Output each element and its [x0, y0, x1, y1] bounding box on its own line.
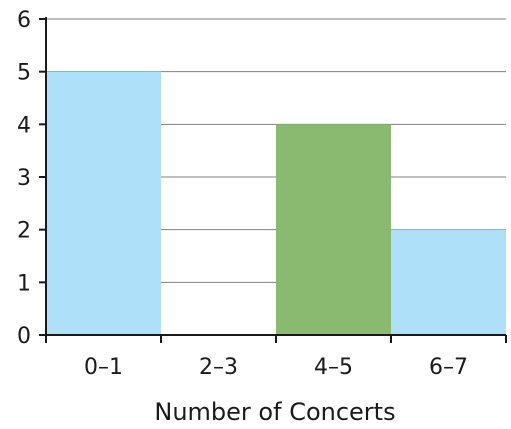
y-tick-label-5: 5: [17, 61, 31, 86]
y-tick-label-1: 1: [17, 271, 31, 296]
bar-4–5: [276, 124, 391, 335]
x-tick-label-2–3: 2–3: [199, 355, 238, 380]
label-layer: 0 1 2 3 4 5 6 0–1 2–3 4–5 6–7: [17, 8, 468, 380]
bar-6–7: [391, 229, 506, 335]
bar-0–1: [46, 71, 161, 336]
y-tick-label-4: 4: [17, 113, 31, 138]
y-tick-label-0: 0: [17, 324, 31, 349]
axis-layer: [39, 17, 507, 343]
y-tick-label-6: 6: [17, 8, 31, 33]
y-tick-label-3: 3: [17, 166, 31, 191]
bar-layer: [46, 71, 506, 336]
x-tick-label-0–1: 0–1: [84, 355, 123, 380]
x-axis-title: Number of Concerts: [154, 398, 395, 426]
x-tick-label-4–5: 4–5: [314, 355, 353, 380]
x-tick-label-6–7: 6–7: [429, 355, 468, 380]
y-tick-label-2: 2: [17, 219, 31, 244]
